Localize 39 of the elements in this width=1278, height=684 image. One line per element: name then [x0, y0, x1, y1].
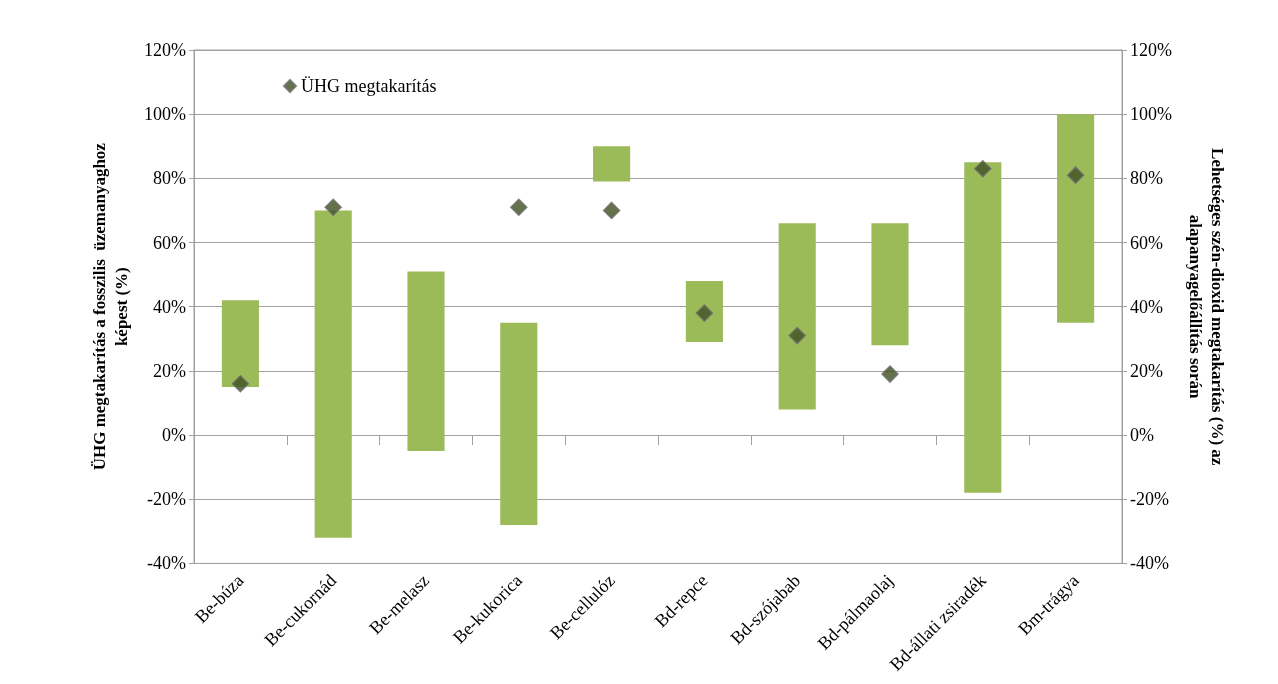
point: [602, 201, 621, 220]
point: [788, 326, 806, 345]
y-tick-label: -20%: [147, 489, 186, 510]
y2-tick-label: 80%: [1130, 168, 1163, 189]
y2-tick-label: 40%: [1130, 296, 1163, 317]
y2-tick-label: -40%: [1130, 553, 1169, 574]
point: [974, 159, 992, 178]
point: [1066, 166, 1085, 184]
y-tick-label: 20%: [153, 360, 186, 381]
bar: [407, 271, 445, 452]
point: [881, 365, 899, 383]
y2-tick-label: 100%: [1130, 104, 1172, 125]
legend-label: ÜHG megtakarítás: [301, 76, 437, 96]
bar: [314, 210, 352, 538]
y2-tick-label: -20%: [1130, 489, 1169, 510]
point: [324, 198, 342, 216]
y2-axis-title: Lehetséges szén-dioxid megtakarítás (%) az alapanyagelőállítás során: [1185, 148, 1227, 466]
y-axis-title: ÜHG megtakarítás a fosszilis üzemanyaghoz képest (%): [89, 142, 131, 471]
y-tick-label: 100%: [144, 104, 186, 125]
y2-tick-label: 120%: [1130, 40, 1172, 60]
y2-tick-label: 60%: [1130, 232, 1163, 253]
y-tick-label: -40%: [147, 553, 186, 574]
bar: [871, 223, 909, 346]
bar: [685, 281, 723, 342]
y-tick-label: 60%: [153, 232, 186, 253]
y2-tick-label: 0%: [1130, 425, 1154, 446]
bar: [778, 223, 816, 410]
bar: [593, 146, 631, 182]
bar: [221, 300, 259, 387]
point: [231, 374, 250, 393]
y-tick-label: 0%: [162, 425, 186, 446]
bar: [1057, 114, 1095, 323]
bar: [500, 322, 538, 525]
bar: [964, 162, 1002, 493]
y-tick-label: 40%: [153, 296, 186, 317]
y-tick-label: 120%: [144, 40, 186, 60]
point: [510, 198, 528, 216]
y2-tick-label: 20%: [1130, 360, 1163, 381]
y-tick-label: 80%: [153, 168, 186, 189]
